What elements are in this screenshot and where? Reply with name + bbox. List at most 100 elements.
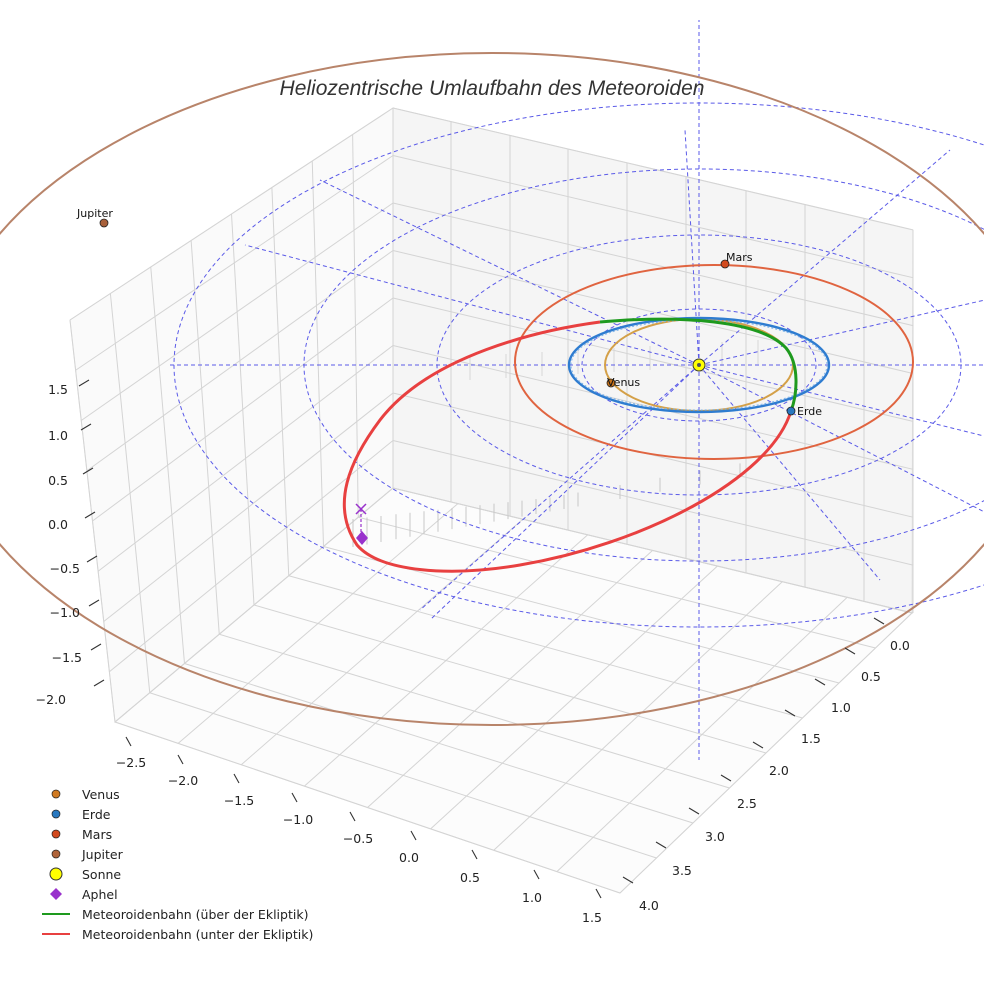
grid-line [392, 297, 914, 422]
grid-line [392, 440, 914, 566]
legend-marker-sun [49, 867, 63, 881]
y-axis-tick [533, 869, 540, 880]
meteoroid-orbit-above [599, 317, 798, 412]
y-axis-tick [291, 792, 298, 803]
radial-spoke [698, 364, 881, 581]
y-axis-tick [595, 888, 602, 899]
grid-line [392, 202, 914, 327]
grid-line [150, 266, 185, 664]
legend-label-orbit-below: Meteoroidenbahn (unter der Ekliptik) [82, 927, 313, 942]
radial-spoke [244, 244, 700, 366]
y-tick-label: −2.5 [116, 755, 146, 770]
grid-line [311, 160, 324, 547]
radial-spoke [419, 364, 700, 611]
z-axis-tick [78, 379, 90, 387]
radial-spoke [684, 129, 700, 366]
legend-marker-dot [51, 849, 61, 859]
z-tick-label: 1.5 [48, 382, 68, 397]
z-tick-label: 0.5 [48, 473, 68, 488]
legend-marker-diamond [50, 888, 62, 900]
x-tick-label: 2.0 [769, 763, 789, 778]
orbit-mars [514, 264, 914, 460]
x-axis-tick [622, 876, 634, 884]
grid-line [109, 293, 151, 693]
legend-marker-dot [51, 829, 61, 839]
radial-spoke [319, 179, 700, 366]
radial-spoke [698, 149, 951, 366]
z-tick-label: −2.0 [36, 692, 66, 707]
x-tick-label: 3.0 [705, 829, 725, 844]
radial-spoke [429, 364, 700, 621]
grid-line [392, 107, 914, 231]
legend-label-orbit-above: Meteoroidenbahn (über der Ekliptik) [82, 907, 308, 922]
grid-line [392, 155, 914, 279]
erde-label: Erde [797, 405, 822, 418]
meteoroid-orbit-below [342, 320, 793, 573]
grid-line [114, 721, 621, 894]
x-tick-label: 2.5 [737, 796, 757, 811]
orbit-jupiter [0, 52, 984, 726]
x-axis-tick [752, 741, 764, 749]
orbit-erde-inner [570, 319, 828, 411]
x-tick-label: 4.0 [639, 898, 659, 913]
y-tick-label: −1.5 [224, 793, 254, 808]
x-axis-tick [873, 617, 885, 625]
legend-label-sonne: Sonne [82, 867, 121, 882]
y-tick-label: −0.5 [343, 831, 373, 846]
x-axis-tick [784, 709, 796, 717]
grid-line [358, 516, 876, 649]
z-axis-tick [90, 643, 102, 651]
z-tick-label: −1.0 [50, 605, 80, 620]
planet-erde [786, 406, 796, 416]
z-axis-tick [86, 555, 98, 563]
x-axis-tick [814, 678, 826, 686]
legend-marker-dot [51, 789, 61, 799]
legend-label-erde: Erde [82, 807, 111, 822]
x-tick-label: 1.5 [801, 731, 821, 746]
y-tick-label: 0.0 [399, 850, 419, 865]
grid-line [231, 213, 255, 606]
orbit-erde [567, 316, 831, 414]
x-tick-label: 0.0 [890, 638, 910, 653]
z-axis-tick [93, 679, 105, 687]
sun-core [697, 363, 701, 367]
chart-title: Heliozentrische Umlaufbahn des Meteoroid… [280, 77, 705, 100]
grid-line [392, 250, 914, 374]
planet-venus [606, 378, 616, 388]
legend-label-venus: Venus [82, 787, 120, 802]
planet-mars [720, 259, 730, 269]
planet-jupiter [99, 218, 109, 228]
y-axis-tick [349, 811, 356, 822]
z-axis-tick [84, 511, 96, 519]
x-tick-label: 3.5 [672, 863, 692, 878]
y-axis-tick [233, 773, 240, 784]
x-axis-tick [844, 647, 856, 655]
z-axis-tick [88, 599, 100, 607]
mars-label: Mars [726, 251, 753, 264]
x-axis-tick [688, 807, 700, 815]
radial-spoke [698, 364, 984, 513]
aphelion-diamond [356, 531, 368, 545]
y-axis-tick [410, 830, 417, 841]
z-tick-label: −0.5 [50, 561, 80, 576]
grid-line [271, 187, 290, 576]
grid-line [69, 319, 116, 723]
radial-spoke [698, 364, 984, 437]
z-tick-label: 0.0 [48, 517, 68, 532]
z-axis-tick [80, 423, 92, 431]
y-tick-label: 1.5 [582, 910, 602, 925]
x-tick-label: 1.0 [831, 700, 851, 715]
y-tick-label: −2.0 [168, 773, 198, 788]
legend-label-aphel: Aphel [82, 887, 118, 902]
grid-line [184, 663, 694, 824]
z-tick-label: −1.5 [52, 650, 82, 665]
grid-line [149, 692, 657, 859]
z-axis-tick [82, 467, 94, 475]
grid-line [219, 633, 730, 789]
y-axis-tick [471, 849, 478, 860]
x-axis-tick [655, 841, 667, 849]
y-tick-label: 1.0 [522, 890, 542, 905]
grid-line [253, 604, 767, 754]
